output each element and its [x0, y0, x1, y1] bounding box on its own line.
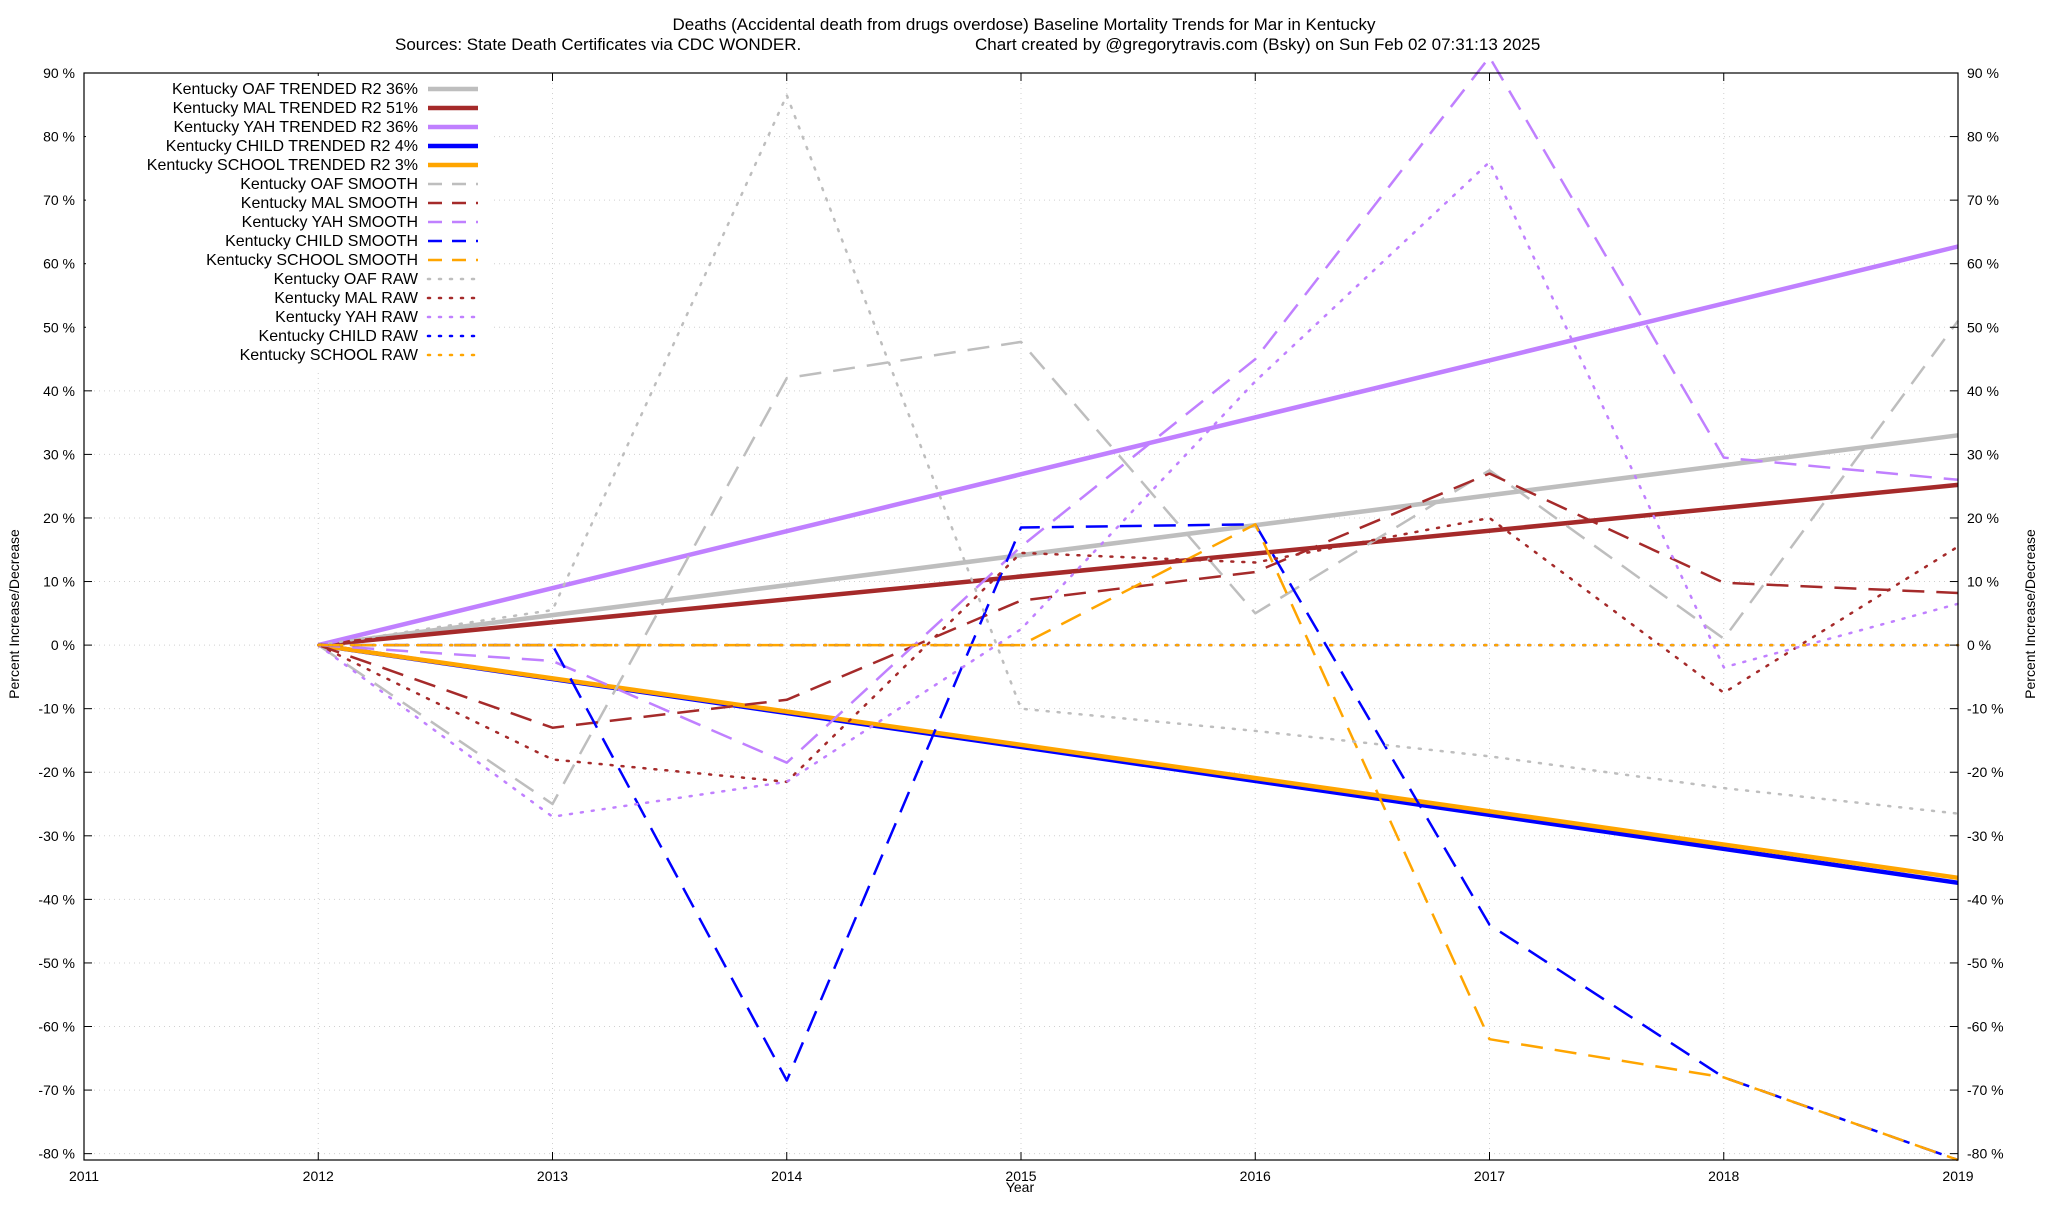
- legend-label-13: Kentucky CHILD RAW: [259, 328, 419, 345]
- legend-label-8: Kentucky CHILD SMOOTH: [225, 233, 418, 250]
- series-line-9: [318, 523, 1959, 1162]
- y-tick-label-left: 20 %: [43, 510, 75, 526]
- series-line-7: [318, 55, 1959, 764]
- legend-label-0: Kentucky OAF TRENDED R2 36%: [172, 81, 418, 98]
- series-line-4: [317, 642, 1959, 881]
- legend-label-11: Kentucky MAL RAW: [274, 290, 419, 307]
- y-tick-label-left: -80 %: [38, 1146, 75, 1162]
- x-tick-label: 2014: [771, 1168, 802, 1184]
- x-tick-label: 2018: [1708, 1168, 1739, 1184]
- series-line-8: [318, 523, 1959, 1162]
- y-tick-label-left: 0 %: [51, 637, 75, 653]
- y-tick-label-left: -30 %: [38, 828, 75, 844]
- y-tick-label-left: 80 %: [43, 129, 75, 145]
- chart-subtitle-right: Chart created by @gregorytravis.com (Bsk…: [975, 35, 1540, 54]
- y-tick-label-right: -70 %: [1967, 1082, 2004, 1098]
- axis-layer: 90 % 90 % 80 % 80 % 70 % 70 % 60 % 60 % 50 % 50 %…: [38, 65, 2003, 1184]
- y-tick-label-left: -10 %: [38, 701, 75, 717]
- y-tick-label-right: 40 %: [1967, 383, 1999, 399]
- y-tick-label-left: -70 %: [38, 1082, 75, 1098]
- y-tick-label-right: -40 %: [1967, 891, 2004, 907]
- legend-label-7: Kentucky YAH SMOOTH: [242, 214, 418, 231]
- series-line-6: [317, 472, 1959, 729]
- y-tick-label-right: -10 %: [1967, 701, 2004, 717]
- legend-label-12: Kentucky YAH RAW: [275, 309, 419, 326]
- y-tick-label-left: -50 %: [38, 955, 75, 971]
- legend-label-5: Kentucky OAF SMOOTH: [240, 176, 418, 193]
- legend-label-10: Kentucky OAF RAW: [274, 271, 419, 288]
- y-tick-label-right: 80 %: [1967, 129, 1999, 145]
- y-tick-label-right: 30 %: [1967, 446, 1999, 462]
- series-line-12: [317, 160, 1960, 818]
- x-tick-label: 2019: [1942, 1168, 1973, 1184]
- series-line-11: [317, 516, 1960, 784]
- y-tick-label-right: -80 %: [1967, 1146, 2004, 1162]
- legend-label-6: Kentucky MAL SMOOTH: [241, 195, 418, 212]
- y-tick-label-right: 10 %: [1967, 574, 1999, 590]
- series-line-1: [318, 482, 1959, 648]
- y-tick-label-right: 70 %: [1967, 192, 1999, 208]
- legend-label-4: Kentucky SCHOOL TRENDED R2 3%: [147, 157, 418, 174]
- x-tick-label: 2015: [1005, 1168, 1036, 1184]
- y-tick-label-right: -30 %: [1967, 828, 2004, 844]
- y-tick-label-left: -40 %: [38, 891, 75, 907]
- chart-title: Deaths (Accidental death from drugs over…: [673, 15, 1376, 34]
- y-tick-label-left: 90 %: [43, 65, 75, 81]
- x-axis-label: Year: [1006, 1179, 1035, 1195]
- chart-subtitle-left: Sources: State Death Certificates via CD…: [395, 35, 801, 54]
- y-tick-label-right: -20 %: [1967, 764, 2004, 780]
- y-tick-label-right: -60 %: [1967, 1019, 2004, 1035]
- legend-label-9: Kentucky SCHOOL SMOOTH: [206, 252, 418, 269]
- y-tick-label-left: 10 %: [43, 574, 75, 590]
- series-line-2: [317, 244, 1959, 648]
- y2-axis-label: Percent Increase/Decrease: [2022, 529, 2038, 699]
- legend-label-2: Kentucky YAH TRENDED R2 36%: [173, 119, 418, 136]
- y-tick-label-left: 40 %: [43, 383, 75, 399]
- y-tick-label-right: 60 %: [1967, 256, 1999, 272]
- y-tick-label-right: 50 %: [1967, 319, 1999, 335]
- x-tick-label: 2016: [1240, 1168, 1271, 1184]
- y-tick-label-left: 50 %: [43, 319, 75, 335]
- y-tick-label-right: -50 %: [1967, 955, 2004, 971]
- y-tick-label-left: -20 %: [38, 764, 75, 780]
- y-tick-label-left: -60 %: [38, 1019, 75, 1035]
- legend-background: [86, 76, 490, 369]
- y-tick-label-left: 70 %: [43, 192, 75, 208]
- x-tick-label: 2013: [537, 1168, 568, 1184]
- x-tick-label: 2017: [1474, 1168, 1505, 1184]
- y-tick-label-left: 60 %: [43, 256, 75, 272]
- legend-label-14: Kentucky SCHOOL RAW: [240, 347, 419, 364]
- legend: Kentucky OAF TRENDED R2 36% Kentucky MAL …: [86, 76, 490, 369]
- legend-label-3: Kentucky CHILD TRENDED R2 4%: [166, 138, 418, 155]
- x-tick-label: 2012: [303, 1168, 334, 1184]
- series-line-10: [317, 93, 1960, 815]
- legend-label-1: Kentucky MAL TRENDED R2 51%: [173, 100, 418, 117]
- series-layer: [317, 55, 1960, 1162]
- y-axis-label: Percent Increase/Decrease: [6, 529, 22, 699]
- series-line-5: [317, 320, 1960, 806]
- y-tick-label-left: 30 %: [43, 446, 75, 462]
- y-tick-label-right: 0 %: [1967, 637, 1991, 653]
- y-tick-label-right: 90 %: [1967, 65, 1999, 81]
- x-tick-label: 2011: [69, 1168, 99, 1184]
- y-tick-label-right: 20 %: [1967, 510, 1999, 526]
- series-line-0: [318, 433, 1959, 648]
